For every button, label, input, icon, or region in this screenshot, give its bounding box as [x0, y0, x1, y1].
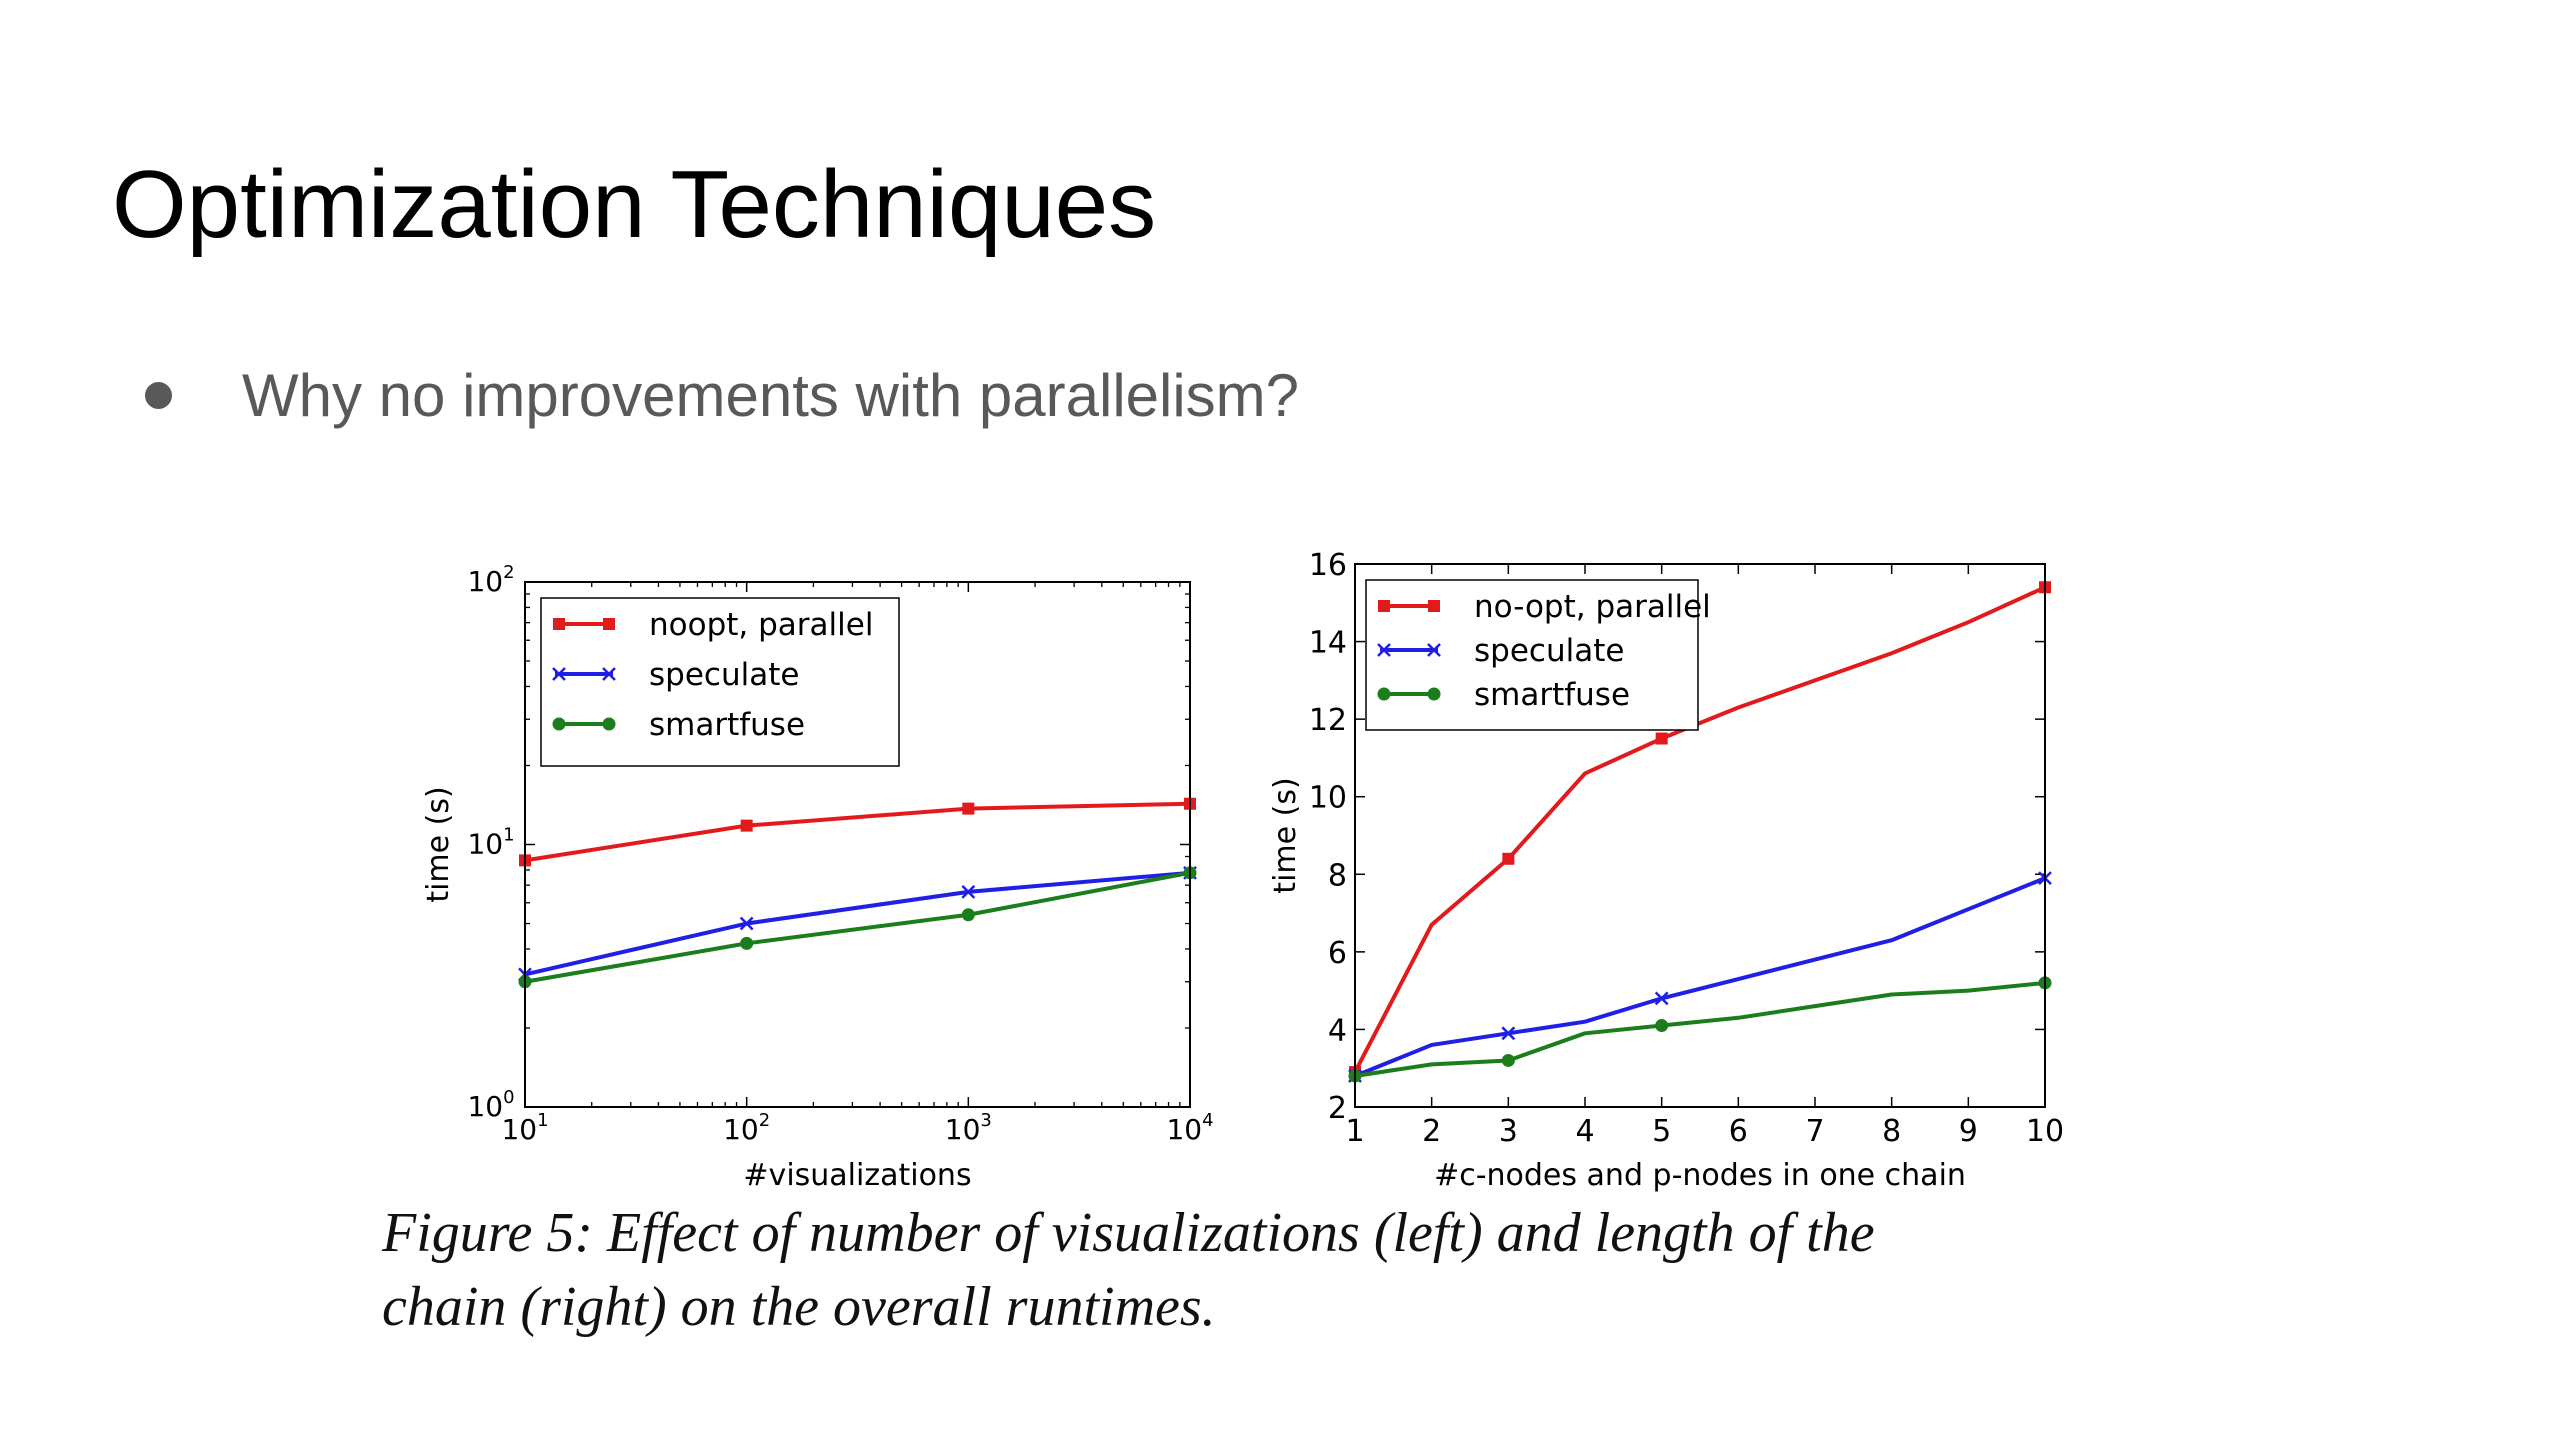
legend-label: smartfuse [1474, 677, 1630, 713]
legend-marker [1377, 687, 1391, 701]
caption-line-1: Figure 5: Effect of number of visualizat… [382, 1202, 1875, 1264]
y-tick-label: 6 [1328, 936, 1347, 971]
x-tick-label: 102 [723, 1110, 770, 1146]
series-line-speculate [1354, 876, 2046, 1078]
y-tick-label: 101 [467, 825, 514, 861]
x-axis-label: #c-nodes and p-nodes in one chain [1434, 1158, 1966, 1193]
y-tick-label: 100 [467, 1087, 514, 1123]
y-axis-label: time (s) [421, 786, 456, 902]
legend-label: speculate [649, 657, 799, 693]
data-point-marker [962, 802, 975, 815]
data-point-marker [1502, 852, 1515, 865]
data-point-marker [1501, 1053, 1515, 1067]
x-tick-label: 3 [1499, 1114, 1518, 1149]
x-tick-label: 9 [1959, 1114, 1978, 1149]
bullet-item: Why no improvements with parallelism? [145, 355, 1299, 435]
legend-marker [602, 717, 616, 731]
y-tick-label: 102 [467, 562, 514, 598]
legend-label: noopt, parallel [649, 607, 873, 643]
x-axis-label: #visualizations [743, 1158, 971, 1193]
series-line-speculate [524, 870, 1191, 977]
bullet-text: Why no improvements with parallelism? [242, 361, 1300, 429]
series-line-smartfuse [1354, 980, 2046, 1078]
data-point-marker [1654, 991, 1669, 1006]
data-point-marker [740, 819, 753, 832]
y-tick-label: 4 [1328, 1013, 1347, 1048]
x-tick-label: 5 [1652, 1114, 1671, 1149]
y-tick-label: 16 [1309, 548, 1347, 583]
y-tick-label: 8 [1328, 858, 1347, 893]
x-tick-label: 2 [1422, 1114, 1441, 1149]
legend-marker [1428, 600, 1440, 612]
bullet-dot-icon [145, 381, 172, 409]
legend-marker [553, 618, 565, 630]
series-line-no-opt-parallel [1353, 585, 2046, 1074]
y-axis-label: time (s) [1268, 777, 1303, 893]
caption-line-2: chain (right) on the overall runtimes. [382, 1276, 1216, 1338]
chart-visualizations: 101 102 103 104100101102#visualizationstime… [421, 562, 1214, 1193]
legend-marker [603, 618, 615, 630]
y-tick-label: 12 [1309, 703, 1347, 738]
x-tick-label: 6 [1729, 1114, 1748, 1149]
legend-label: speculate [1474, 633, 1624, 669]
data-point-marker [961, 884, 976, 899]
data-point-marker [961, 908, 975, 922]
x-tick-label: 8 [1882, 1114, 1901, 1149]
data-point-marker [740, 936, 754, 950]
data-point-marker [1655, 732, 1668, 745]
legend-label: smartfuse [649, 707, 805, 743]
x-tick-label: 10 [2026, 1114, 2064, 1149]
x-tick-label: 104 [1166, 1110, 1213, 1146]
legend-marker [1377, 643, 1391, 657]
figure-5-charts: 101 102 103 104100101102#visualizationstime… [421, 548, 2064, 1193]
data-point-marker [739, 916, 754, 931]
figure-caption: Figure 5: Effect of number of visualizat… [382, 1196, 2142, 1344]
slide-title: Optimization Techniques [112, 151, 1157, 258]
x-tick-label: 4 [1575, 1114, 1594, 1149]
y-tick-label: 10 [1309, 781, 1347, 816]
series-line-noopt-parallel [524, 801, 1191, 863]
legend-marker [552, 667, 566, 681]
legend-label: no-opt, parallel [1474, 589, 1711, 625]
x-tick-label: 101 [501, 1110, 548, 1146]
legend-marker [1427, 643, 1441, 657]
y-tick-label: 14 [1309, 626, 1347, 661]
data-point-marker [1501, 1026, 1516, 1041]
x-tick-label: 1 [1345, 1114, 1364, 1149]
legend-marker [602, 667, 616, 681]
legend-marker [1378, 600, 1390, 612]
series-line-smartfuse [524, 870, 1191, 984]
axes-frame [1354, 563, 2046, 1108]
data-point-marker [1655, 1019, 1669, 1033]
x-tick-label: 7 [1805, 1114, 1824, 1149]
legend-marker [552, 717, 566, 731]
x-tick-label: 103 [945, 1110, 992, 1146]
legend-marker [1427, 687, 1441, 701]
axes-frame [524, 581, 1191, 1108]
y-tick-label: 2 [1328, 1091, 1347, 1126]
